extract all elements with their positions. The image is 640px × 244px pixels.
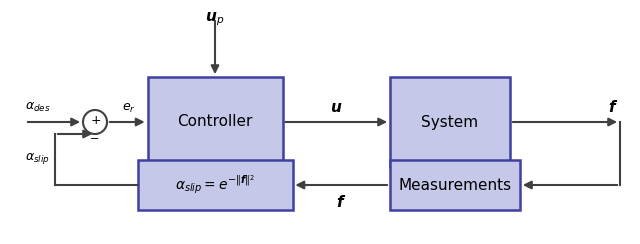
- Text: Measurements: Measurements: [399, 177, 511, 193]
- Bar: [138, 160, 292, 210]
- Text: +: +: [91, 114, 101, 128]
- Text: Controller: Controller: [177, 114, 253, 130]
- Bar: [390, 77, 510, 167]
- Text: $\boldsymbol{u}_p$: $\boldsymbol{u}_p$: [205, 10, 225, 28]
- Text: $e_r$: $e_r$: [122, 102, 136, 115]
- Text: $\boldsymbol{f}$: $\boldsymbol{f}$: [336, 194, 346, 210]
- Bar: [390, 160, 520, 210]
- Circle shape: [83, 110, 107, 134]
- Text: $\boldsymbol{f}$: $\boldsymbol{f}$: [608, 99, 618, 115]
- Text: $\boldsymbol{u}$: $\boldsymbol{u}$: [330, 100, 342, 115]
- Text: $\alpha_{des}$: $\alpha_{des}$: [25, 101, 51, 114]
- Text: $-$: $-$: [89, 132, 99, 142]
- Text: $\alpha_{slip}$: $\alpha_{slip}$: [25, 151, 50, 166]
- Text: System: System: [421, 114, 479, 130]
- Bar: [147, 77, 282, 167]
- Text: $\alpha_{slip} = e^{-\|\boldsymbol{f}\|^2}$: $\alpha_{slip} = e^{-\|\boldsymbol{f}\|^…: [175, 173, 255, 196]
